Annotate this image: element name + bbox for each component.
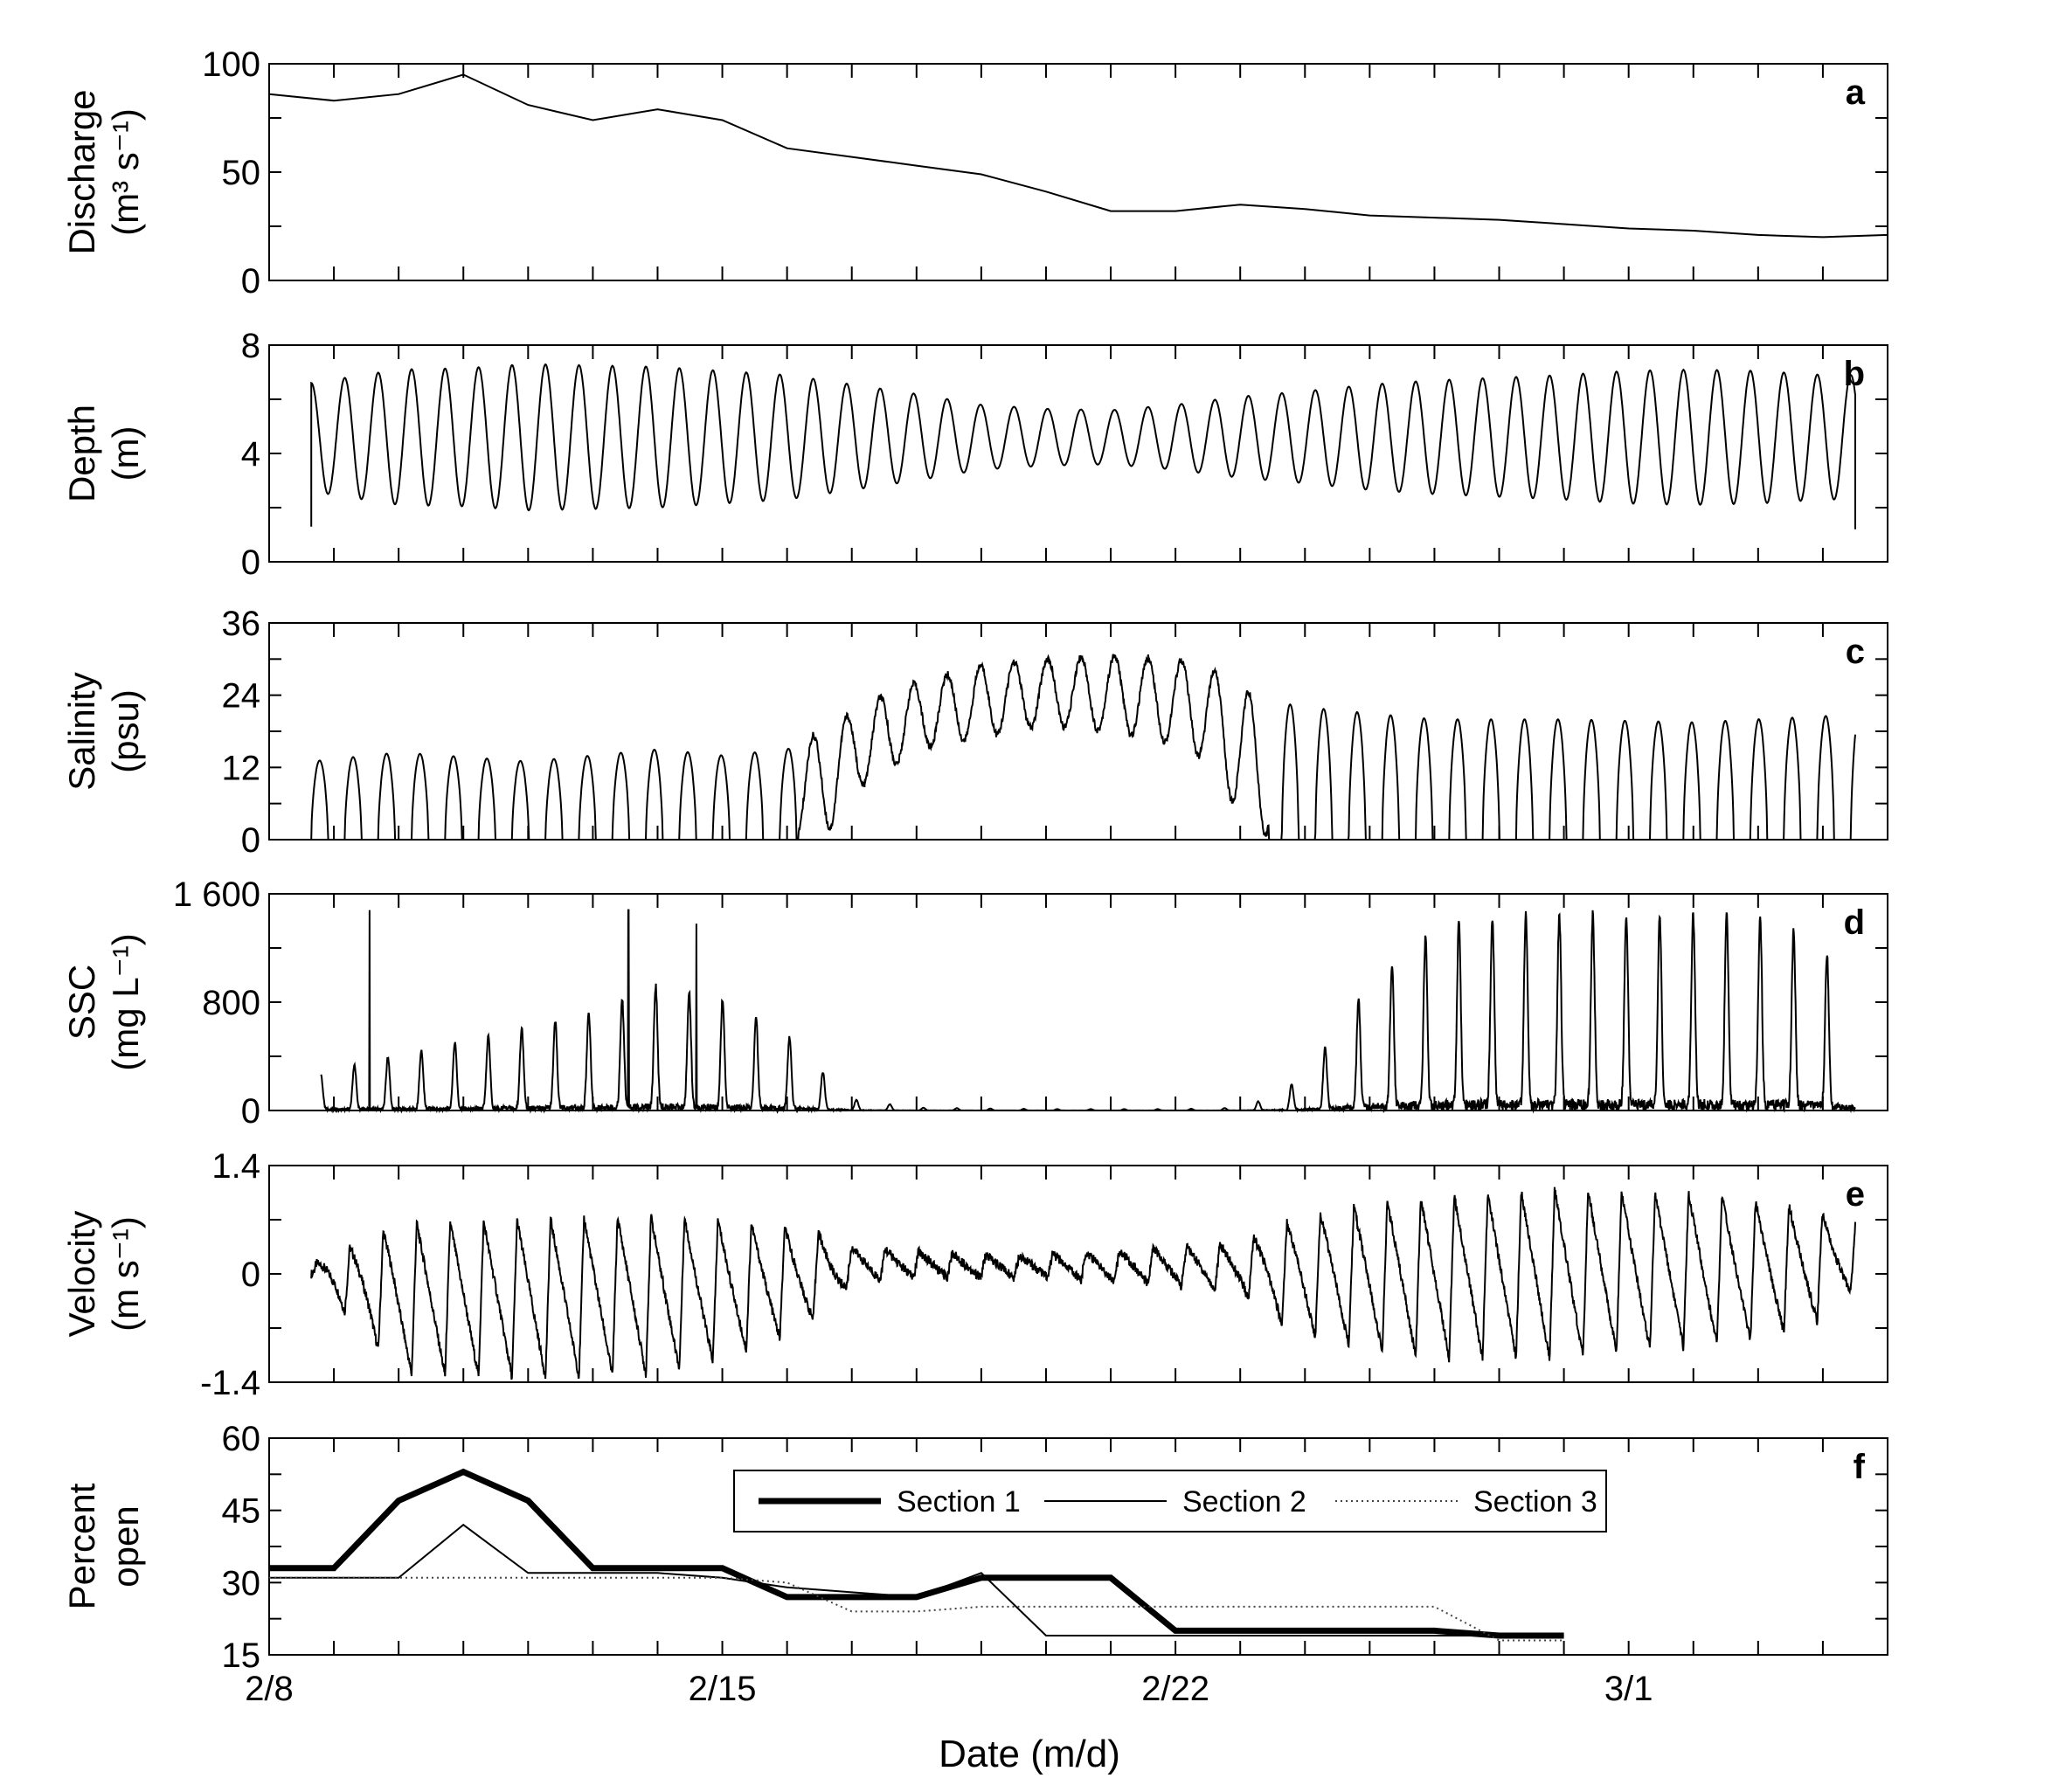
y-tick-label: 0: [241, 1092, 260, 1131]
y-tick-label: 45: [222, 1492, 261, 1531]
panel-label-e: e: [1846, 1175, 1865, 1214]
series-line-d: [320, 909, 1856, 1114]
panel-a-frame: [268, 63, 1888, 281]
x-tick-label: 2/15: [689, 1670, 757, 1708]
legend-label-section-2: Section 2: [1182, 1485, 1306, 1519]
y-axis-title-line1: SSC: [61, 965, 102, 1040]
panel-c-frame: [268, 622, 1888, 841]
y-tick-label: 36: [222, 605, 261, 643]
y-tick-label: 800: [202, 984, 260, 1022]
y-tick-label: 50: [222, 154, 261, 192]
legend-label-section-1: Section 1: [897, 1485, 1021, 1519]
y-tick-label: 8: [241, 327, 260, 365]
series-line-section-2: [269, 1523, 1564, 1636]
legend-label-section-3: Section 3: [1473, 1485, 1597, 1519]
y-axis-title-line1: Velocity: [61, 1211, 102, 1338]
series-line-a: [268, 73, 1888, 239]
series-line-section-3: [269, 1576, 1564, 1642]
panel-b-frame: [268, 344, 1888, 563]
y-tick-label: 0: [241, 1256, 260, 1294]
x-tick-label: 2/8: [245, 1670, 294, 1708]
y-axis-title-line2: (mg L⁻¹): [105, 933, 146, 1071]
y-axis-title-line1: Discharge: [61, 89, 102, 254]
y-axis-title-line1: Percent: [61, 1483, 102, 1609]
y-tick-label: 24: [222, 677, 261, 716]
panel-label-f: f: [1854, 1448, 1866, 1486]
y-tick-label: 1 600: [173, 875, 260, 914]
panel-label-a: a: [1846, 73, 1866, 112]
y-tick-label: 4: [241, 435, 260, 474]
panel-d-frame: [268, 893, 1888, 1111]
series-line-e: [310, 1187, 1856, 1380]
y-axis-title-line2: (psu): [105, 689, 146, 773]
y-tick-label: 0: [241, 543, 260, 582]
y-tick-label: 1.4: [211, 1147, 260, 1186]
x-tick-label: 3/1: [1604, 1670, 1653, 1708]
y-axis-title-line1: Depth: [61, 405, 102, 502]
x-tick-label: 2/22: [1141, 1670, 1209, 1708]
y-tick-label: 60: [222, 1420, 261, 1458]
series-line-c: [310, 654, 1856, 841]
y-axis-title-line2: open: [105, 1505, 146, 1587]
y-tick-label: 15: [222, 1636, 261, 1675]
y-tick-label: -1.4: [200, 1364, 260, 1402]
y-tick-label: 0: [241, 262, 260, 301]
y-tick-label: 12: [222, 749, 261, 787]
y-axis-title-line1: Salinity: [61, 672, 102, 790]
y-axis-title-line2: (m): [105, 426, 146, 481]
y-tick-label: 0: [241, 821, 260, 860]
panel-label-c: c: [1846, 633, 1865, 671]
y-axis-title-line2: (m s⁻¹): [105, 1216, 146, 1332]
y-axis-title-line2: (m³ s⁻¹): [105, 108, 146, 236]
series-line-b: [310, 363, 1856, 529]
y-tick-label: 30: [222, 1564, 261, 1602]
y-tick-label: 100: [202, 45, 260, 84]
x-axis-title: Date (m/d): [939, 1733, 1120, 1775]
panel-label-d: d: [1844, 903, 1865, 942]
